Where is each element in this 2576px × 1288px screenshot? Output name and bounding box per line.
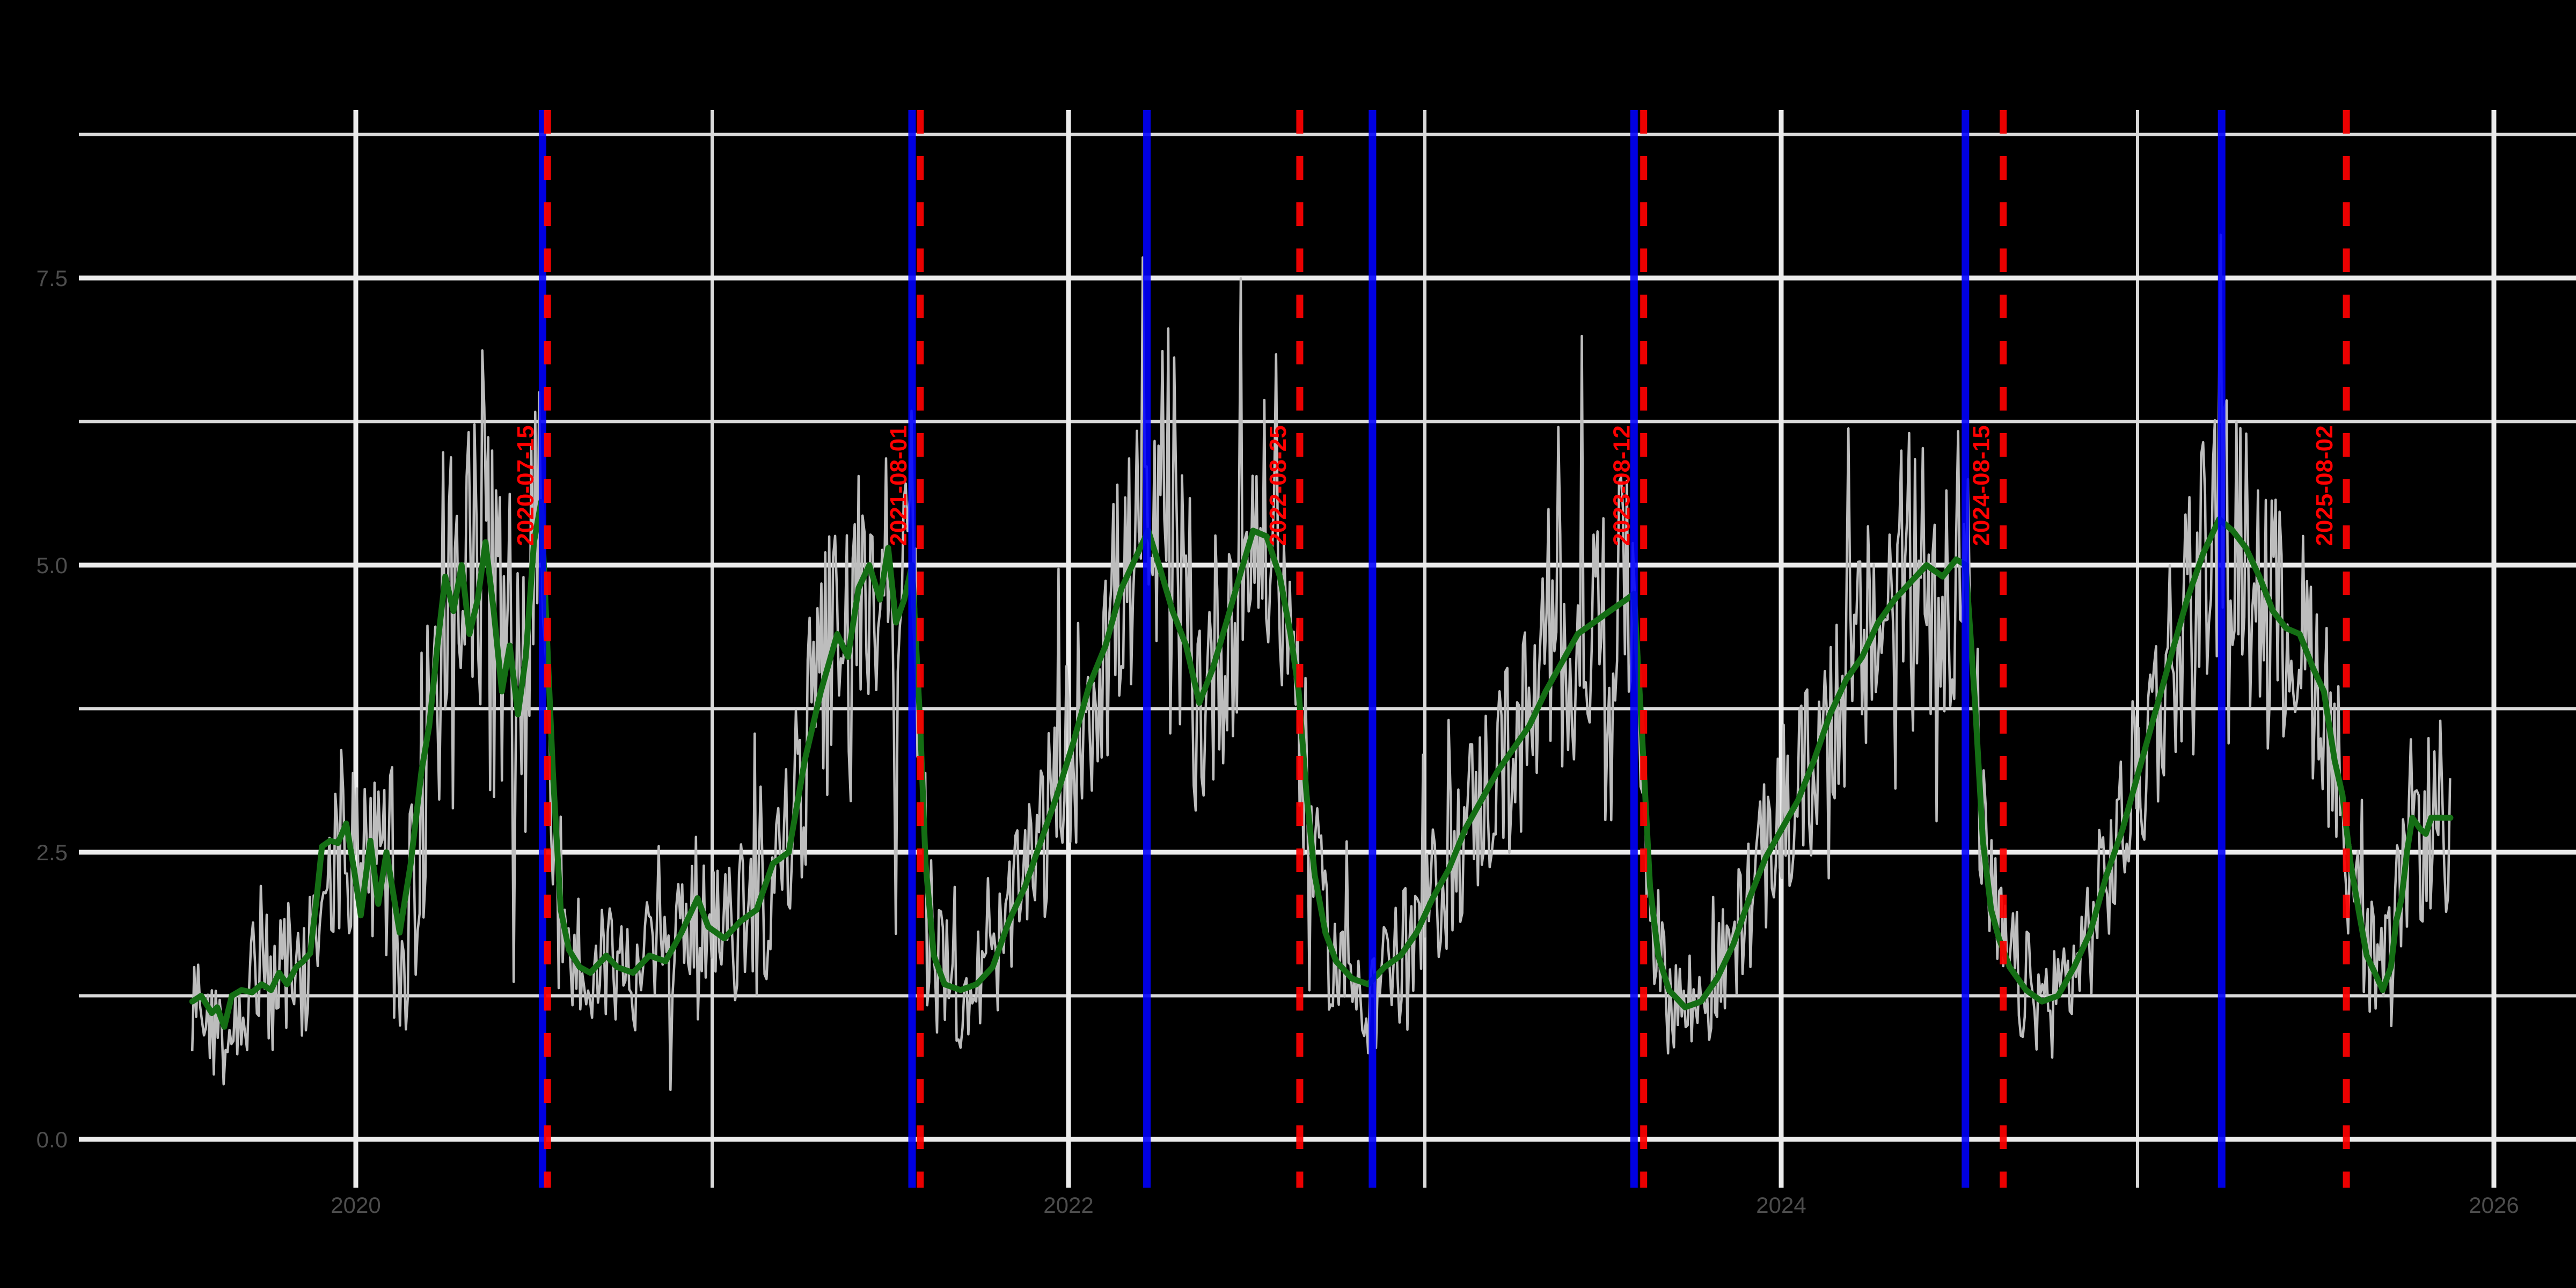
y-tick-label: 7.5 (36, 266, 68, 291)
daily-series-line (191, 233, 2451, 1092)
y-tick-label: 0.0 (36, 1127, 68, 1152)
x-axis-tick-labels: 2020 2022 2024 2026 (331, 1192, 2519, 1218)
x-tick-label: 2024 (1756, 1192, 1806, 1218)
x-tick-label: 2022 (1043, 1192, 1093, 1218)
event-vlines-red-dashed (544, 110, 2350, 1188)
y-axis-tick-labels: 0.0 2.5 5.0 7.5 (36, 266, 68, 1152)
y-tick-label: 5.0 (36, 553, 68, 578)
red-vline-date-label: 2023-08-12 (1609, 425, 1635, 546)
y-tick-label: 2.5 (36, 840, 68, 865)
red-vline-date-label: 2024-08-15 (1968, 425, 1995, 546)
major-gridlines (79, 110, 2576, 1188)
red-vline-date-label: 2025-08-02 (2311, 425, 2338, 546)
smoothed-series-line (189, 499, 2454, 1030)
event-vlines-blue (538, 110, 2226, 1188)
red-vline-date-label: 2021-08-01 (885, 425, 912, 546)
red-vline-date-labels: 2020-07-15 2021-08-01 2022-08-25 2023-08-12… (513, 425, 2338, 546)
red-vline-date-label: 2022-08-25 (1265, 425, 1291, 546)
x-tick-label: 2020 (331, 1192, 380, 1218)
x-tick-label: 2026 (2469, 1192, 2519, 1218)
daily-series-path (191, 233, 2451, 1092)
red-vline-date-label: 2020-07-15 (513, 425, 539, 546)
smoothed-series-path (189, 499, 2454, 1030)
